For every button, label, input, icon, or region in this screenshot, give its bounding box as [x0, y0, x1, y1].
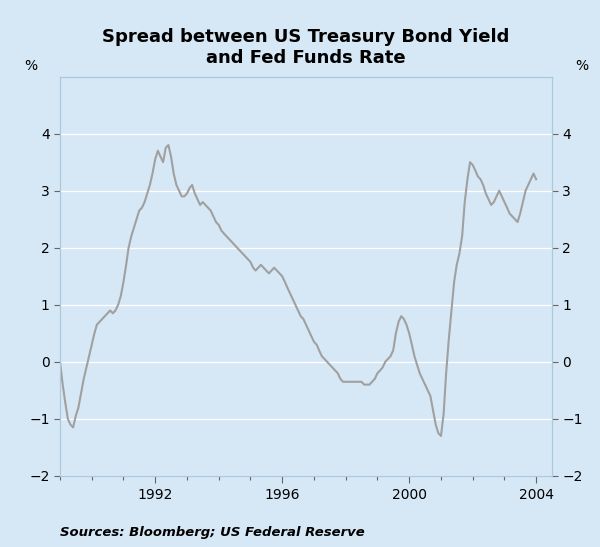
Text: Sources: Bloomberg; US Federal Reserve: Sources: Bloomberg; US Federal Reserve: [60, 526, 365, 539]
Y-axis label: %: %: [575, 59, 588, 73]
Y-axis label: %: %: [24, 59, 37, 73]
Title: Spread between US Treasury Bond Yield
and Fed Funds Rate: Spread between US Treasury Bond Yield an…: [103, 28, 509, 67]
